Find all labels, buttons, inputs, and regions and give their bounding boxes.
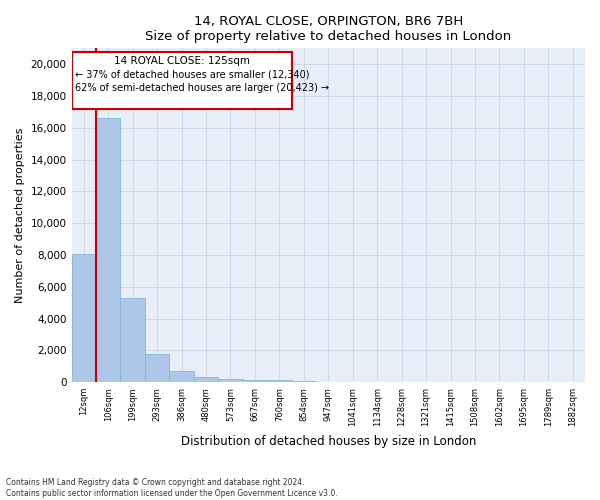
Bar — [292, 381, 316, 382]
Text: 62% of semi-detached houses are larger (20,423) →: 62% of semi-detached houses are larger (… — [75, 84, 329, 94]
Bar — [71, 254, 96, 382]
Bar — [145, 354, 169, 382]
Bar — [194, 377, 218, 382]
Bar — [242, 380, 267, 382]
Bar — [169, 372, 194, 382]
Bar — [267, 380, 292, 382]
Bar — [121, 298, 145, 382]
Bar — [96, 118, 121, 382]
Title: 14, ROYAL CLOSE, ORPINGTON, BR6 7BH
Size of property relative to detached houses: 14, ROYAL CLOSE, ORPINGTON, BR6 7BH Size… — [145, 15, 511, 43]
Y-axis label: Number of detached properties: Number of detached properties — [15, 128, 25, 303]
Bar — [71, 52, 292, 108]
Bar — [218, 379, 242, 382]
X-axis label: Distribution of detached houses by size in London: Distribution of detached houses by size … — [181, 434, 476, 448]
Text: 14 ROYAL CLOSE: 125sqm: 14 ROYAL CLOSE: 125sqm — [113, 56, 250, 66]
Text: Contains HM Land Registry data © Crown copyright and database right 2024.
Contai: Contains HM Land Registry data © Crown c… — [6, 478, 338, 498]
Text: ← 37% of detached houses are smaller (12,340): ← 37% of detached houses are smaller (12… — [75, 69, 310, 79]
